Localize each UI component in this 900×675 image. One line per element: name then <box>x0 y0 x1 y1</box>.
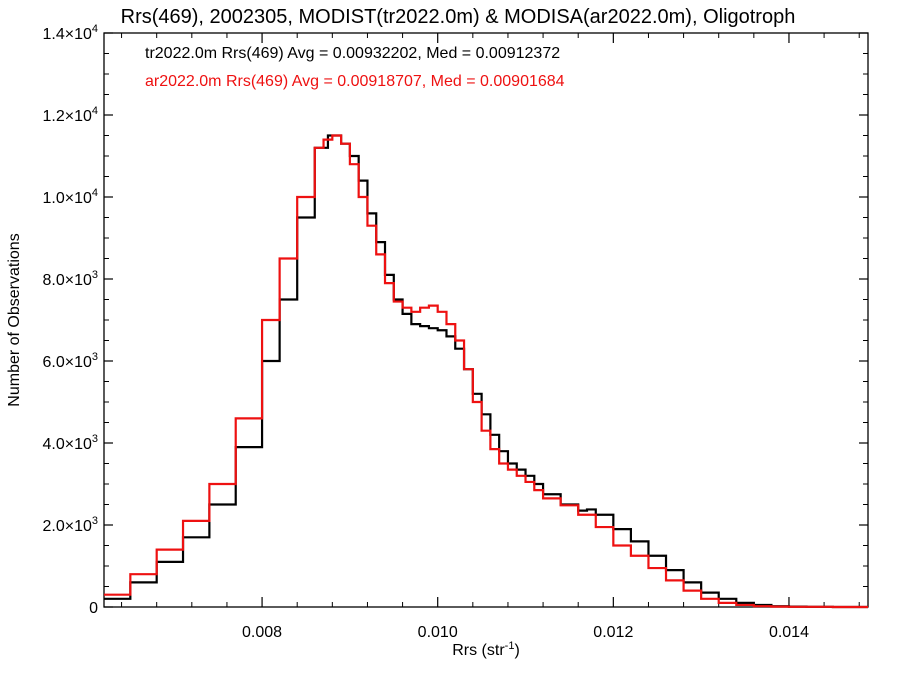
y-tick-label: 0 <box>89 600 98 617</box>
y-tick-label: 8.0×103 <box>42 269 98 289</box>
y-tick-label: 6.0×103 <box>42 351 98 371</box>
plot-frame <box>103 32 869 608</box>
series-line-2 <box>104 134 868 609</box>
stats-annotation-1: tr2022.0m Rrs(469) Avg = 0.00932202, Med… <box>145 45 560 62</box>
x-tick-label: 0.010 <box>418 624 458 641</box>
series-lines <box>104 134 868 609</box>
x-axis-label: Rrs (str-1) <box>452 640 520 659</box>
series-line-1 <box>104 134 868 609</box>
x-tick-label: 0.012 <box>593 624 633 641</box>
y-tick-label: 2.0×103 <box>42 515 98 535</box>
x-axis: 0.008 0.010 0.012 0.014 <box>121 33 860 641</box>
x-tick-label: 0.008 <box>242 624 282 641</box>
y-tick-label: 4.0×103 <box>42 433 98 453</box>
stats-annotations: tr2022.0m Rrs(469) Avg = 0.00932202, Med… <box>145 45 565 90</box>
y-tick-label: 1.2×104 <box>42 105 98 125</box>
x-tick-label: 0.014 <box>769 624 809 641</box>
chart-title: Rrs(469), 2002305, MODIST(tr2022.0m) & M… <box>121 6 796 28</box>
y-tick-label: 1.0×104 <box>42 187 98 207</box>
stats-annotation-2: ar2022.0m Rrs(469) Avg = 0.00918707, Med… <box>145 73 565 90</box>
y-axis: 0 2.0×103 4.0×103 6.0×103 8.0×103 1.0×104 1.2×… <box>42 23 868 617</box>
y-axis-label: Number of Observations <box>6 233 23 406</box>
y-tick-label: 1.4×104 <box>42 23 98 43</box>
